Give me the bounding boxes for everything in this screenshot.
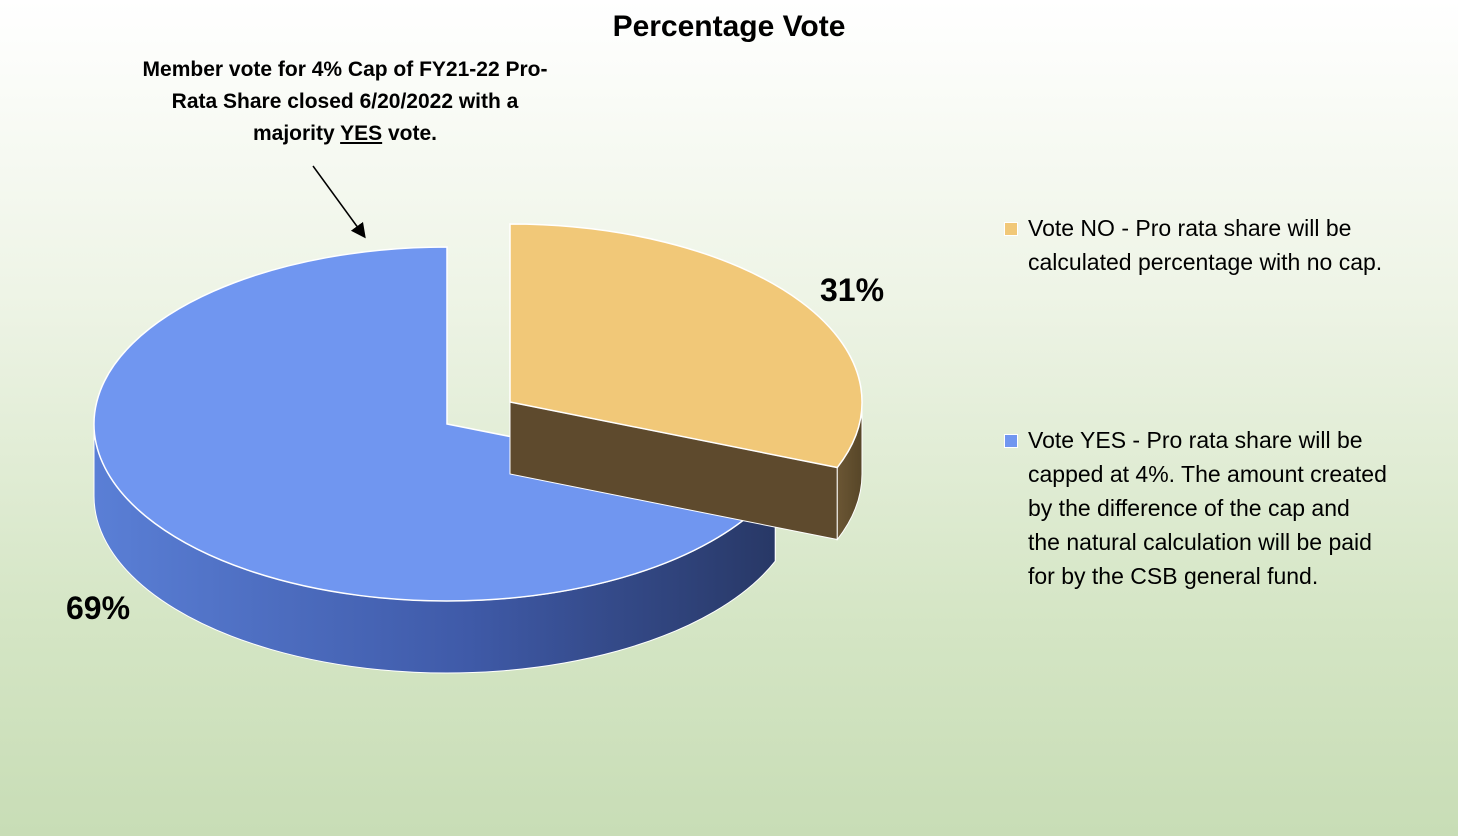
annotation-line-3: majority YES vote.	[252, 122, 438, 145]
legend-swatch-no	[1004, 222, 1018, 236]
annotation-line-1: Member vote for 4% Cap of FY21-22 Pro-	[142, 58, 548, 81]
slice-no-top	[509, 223, 863, 469]
legend-swatch-yes	[1004, 434, 1018, 448]
slice-yes-top	[93, 246, 777, 602]
annotation-arrow	[312, 165, 366, 239]
chart-title: Percentage Vote	[612, 10, 846, 43]
vote-annotation: Member vote for 4% Cap of FY21-22 Pro- R…	[110, 54, 580, 150]
data-label-yes: 69%	[66, 590, 131, 626]
legend-item-yes: Vote YES - Pro rata share will be capped…	[1004, 423, 1444, 593]
annotation-line-2: Rata Share closed 6/20/2022 with a	[171, 90, 519, 113]
slice-no	[509, 223, 863, 541]
data-label-no: 31%	[820, 272, 885, 308]
legend-item-no: Vote NO - Pro rata share will be calcula…	[1004, 211, 1444, 279]
annotation-yes-emphasis: YES	[340, 122, 383, 145]
